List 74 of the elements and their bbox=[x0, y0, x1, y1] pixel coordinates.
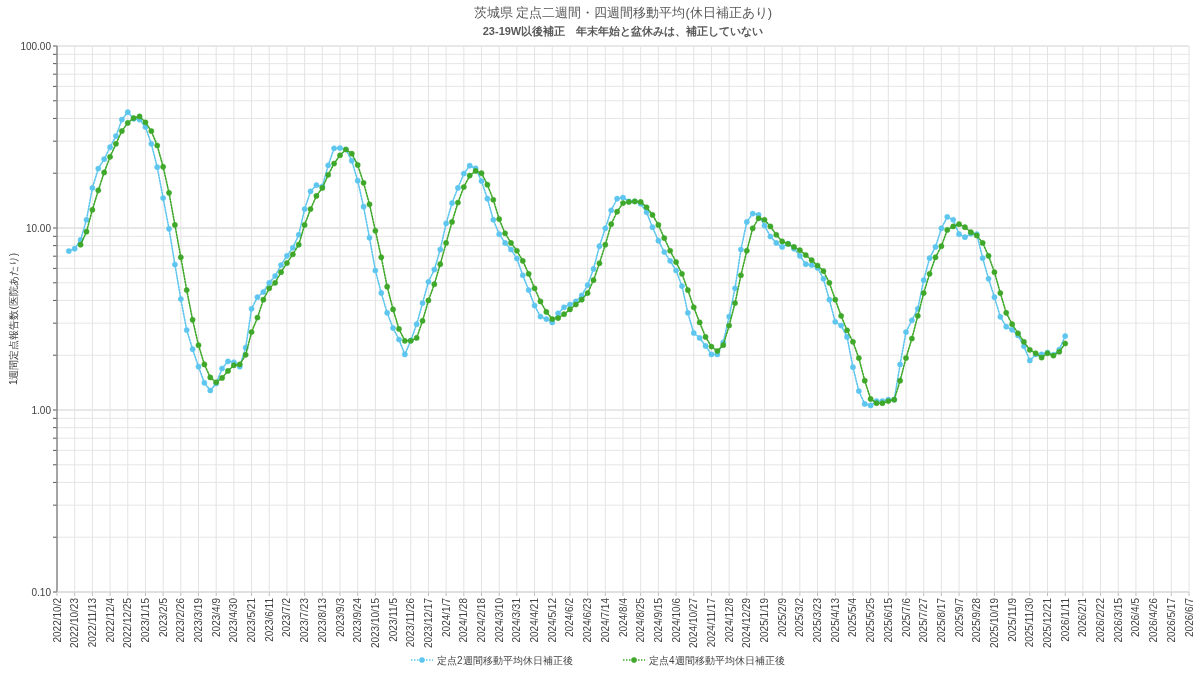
x-tick-label: 2023/9/3 bbox=[334, 597, 346, 637]
x-tick-label: 2023/4/9 bbox=[210, 597, 222, 637]
y-axis-title: 1週間定点報告数(医院あたり) bbox=[8, 252, 19, 386]
x-tick-label: 2025/3/23 bbox=[812, 597, 824, 643]
x-tick-label: 2023/2/26 bbox=[175, 597, 187, 643]
x-tick-label: 2023/6/11 bbox=[263, 597, 275, 642]
x-tick-label: 2023/4/30 bbox=[228, 597, 240, 643]
x-tick-label: 2024/2/18 bbox=[476, 597, 487, 643]
x-tick-label: 2025/9/7 bbox=[953, 597, 965, 637]
x-tick-label: 2022/10/2 bbox=[51, 597, 63, 643]
x-tick-label: 2024/10/27 bbox=[688, 597, 700, 649]
x-tick-label: 2024/8/4 bbox=[617, 597, 629, 637]
x-tick-label: 2025/12/21 bbox=[1042, 597, 1053, 649]
x-tick-label: 2022/12/4 bbox=[104, 597, 116, 643]
x-tick-label: 2025/2/9 bbox=[776, 597, 788, 637]
x-tick-label: 2026/2/1 bbox=[1077, 597, 1089, 637]
y-tick-label: 10.00 bbox=[25, 222, 52, 234]
x-tick-label: 2026/6/7 bbox=[1183, 597, 1195, 637]
x-tick-label: 2025/1/19 bbox=[759, 597, 770, 643]
x-tick-label: 2024/6/2 bbox=[564, 597, 576, 637]
x-tick-label: 2024/3/10 bbox=[493, 597, 505, 643]
x-tick-label: 2023/9/24 bbox=[352, 597, 364, 643]
x-tick-label: 2023/12/17 bbox=[422, 597, 434, 649]
y-tick-label: 0.10 bbox=[31, 586, 52, 598]
x-tick-label: 2025/5/4 bbox=[847, 597, 859, 637]
x-tick-label: 2023/7/23 bbox=[299, 597, 311, 643]
x-tick-label: 2025/7/27 bbox=[918, 597, 930, 643]
y-tick-label: 1.00 bbox=[31, 404, 52, 416]
x-tick-label: 2025/4/13 bbox=[829, 597, 841, 643]
x-tick-label: 2025/7/6 bbox=[900, 597, 912, 637]
x-tick-label: 2026/3/15 bbox=[1112, 597, 1124, 643]
x-tick-label: 2024/4/21 bbox=[529, 597, 541, 643]
x-tick-label: 2024/6/23 bbox=[582, 597, 594, 643]
x-tick-label: 2024/5/12 bbox=[546, 597, 558, 643]
x-tick-label: 2024/1/28 bbox=[458, 597, 470, 643]
x-tick-label: 2023/10/15 bbox=[369, 597, 381, 649]
x-tick-label: 2023/11/26 bbox=[405, 597, 417, 648]
y-tick-label: 100.00 bbox=[20, 40, 52, 52]
x-tick-label: 2023/11/5 bbox=[387, 597, 399, 642]
x-tick-label: 2025/3/2 bbox=[794, 597, 806, 637]
legend-label: 定点2週間移動平均休日補正後 bbox=[437, 655, 573, 666]
x-tick-label: 2024/11/17 bbox=[705, 597, 717, 648]
x-tick-label: 2024/12/8 bbox=[723, 597, 735, 643]
x-tick-label: 2025/6/15 bbox=[882, 597, 894, 643]
x-tick-label: 2025/11/9 bbox=[1006, 597, 1018, 642]
x-tick-label: 2025/5/25 bbox=[865, 597, 877, 643]
x-tick-label: 2023/2/5 bbox=[157, 597, 169, 637]
chart-subtitle: 23-19W以後補正 年末年始と盆休みは、補正していない bbox=[482, 25, 764, 38]
x-tick-label: 2023/3/19 bbox=[193, 597, 204, 643]
x-tick-label: 2025/9/28 bbox=[971, 597, 983, 643]
chart-title: 茨城県 定点二週間・四週間移動平均(休日補正あり) bbox=[473, 5, 773, 20]
x-tick-label: 2024/12/29 bbox=[741, 597, 753, 649]
x-tick-label: 2023/1/15 bbox=[139, 597, 151, 643]
x-tick-label: 2024/3/31 bbox=[511, 597, 523, 643]
x-tick-label: 2024/1/7 bbox=[440, 597, 452, 637]
x-tick-label: 2026/4/26 bbox=[1148, 597, 1160, 643]
x-tick-label: 2022/12/25 bbox=[122, 597, 134, 649]
x-tick-label: 2024/8/25 bbox=[635, 597, 647, 643]
x-tick-label: 2022/10/23 bbox=[69, 597, 81, 649]
x-tick-label: 2026/5/17 bbox=[1165, 597, 1177, 643]
x-tick-label: 2024/9/15 bbox=[652, 597, 664, 643]
x-tick-label: 2026/1/11 bbox=[1059, 597, 1071, 642]
x-tick-label: 2023/8/13 bbox=[316, 597, 328, 643]
x-tick-label: 2025/8/17 bbox=[935, 597, 947, 643]
x-tick-label: 2023/7/2 bbox=[281, 597, 293, 637]
x-tick-label: 2026/2/22 bbox=[1095, 597, 1107, 643]
x-tick-label: 2026/4/5 bbox=[1130, 597, 1142, 637]
x-tick-label: 2023/5/21 bbox=[246, 597, 258, 643]
x-tick-label: 2025/11/30 bbox=[1024, 597, 1036, 648]
x-tick-label: 2024/7/14 bbox=[599, 597, 611, 643]
legend-label: 定点4週間移動平均休日補正後 bbox=[649, 655, 785, 666]
x-tick-label: 2025/10/19 bbox=[988, 597, 1000, 649]
x-tick-label: 2024/10/6 bbox=[670, 597, 682, 643]
x-tick-label: 2022/11/13 bbox=[86, 597, 98, 648]
